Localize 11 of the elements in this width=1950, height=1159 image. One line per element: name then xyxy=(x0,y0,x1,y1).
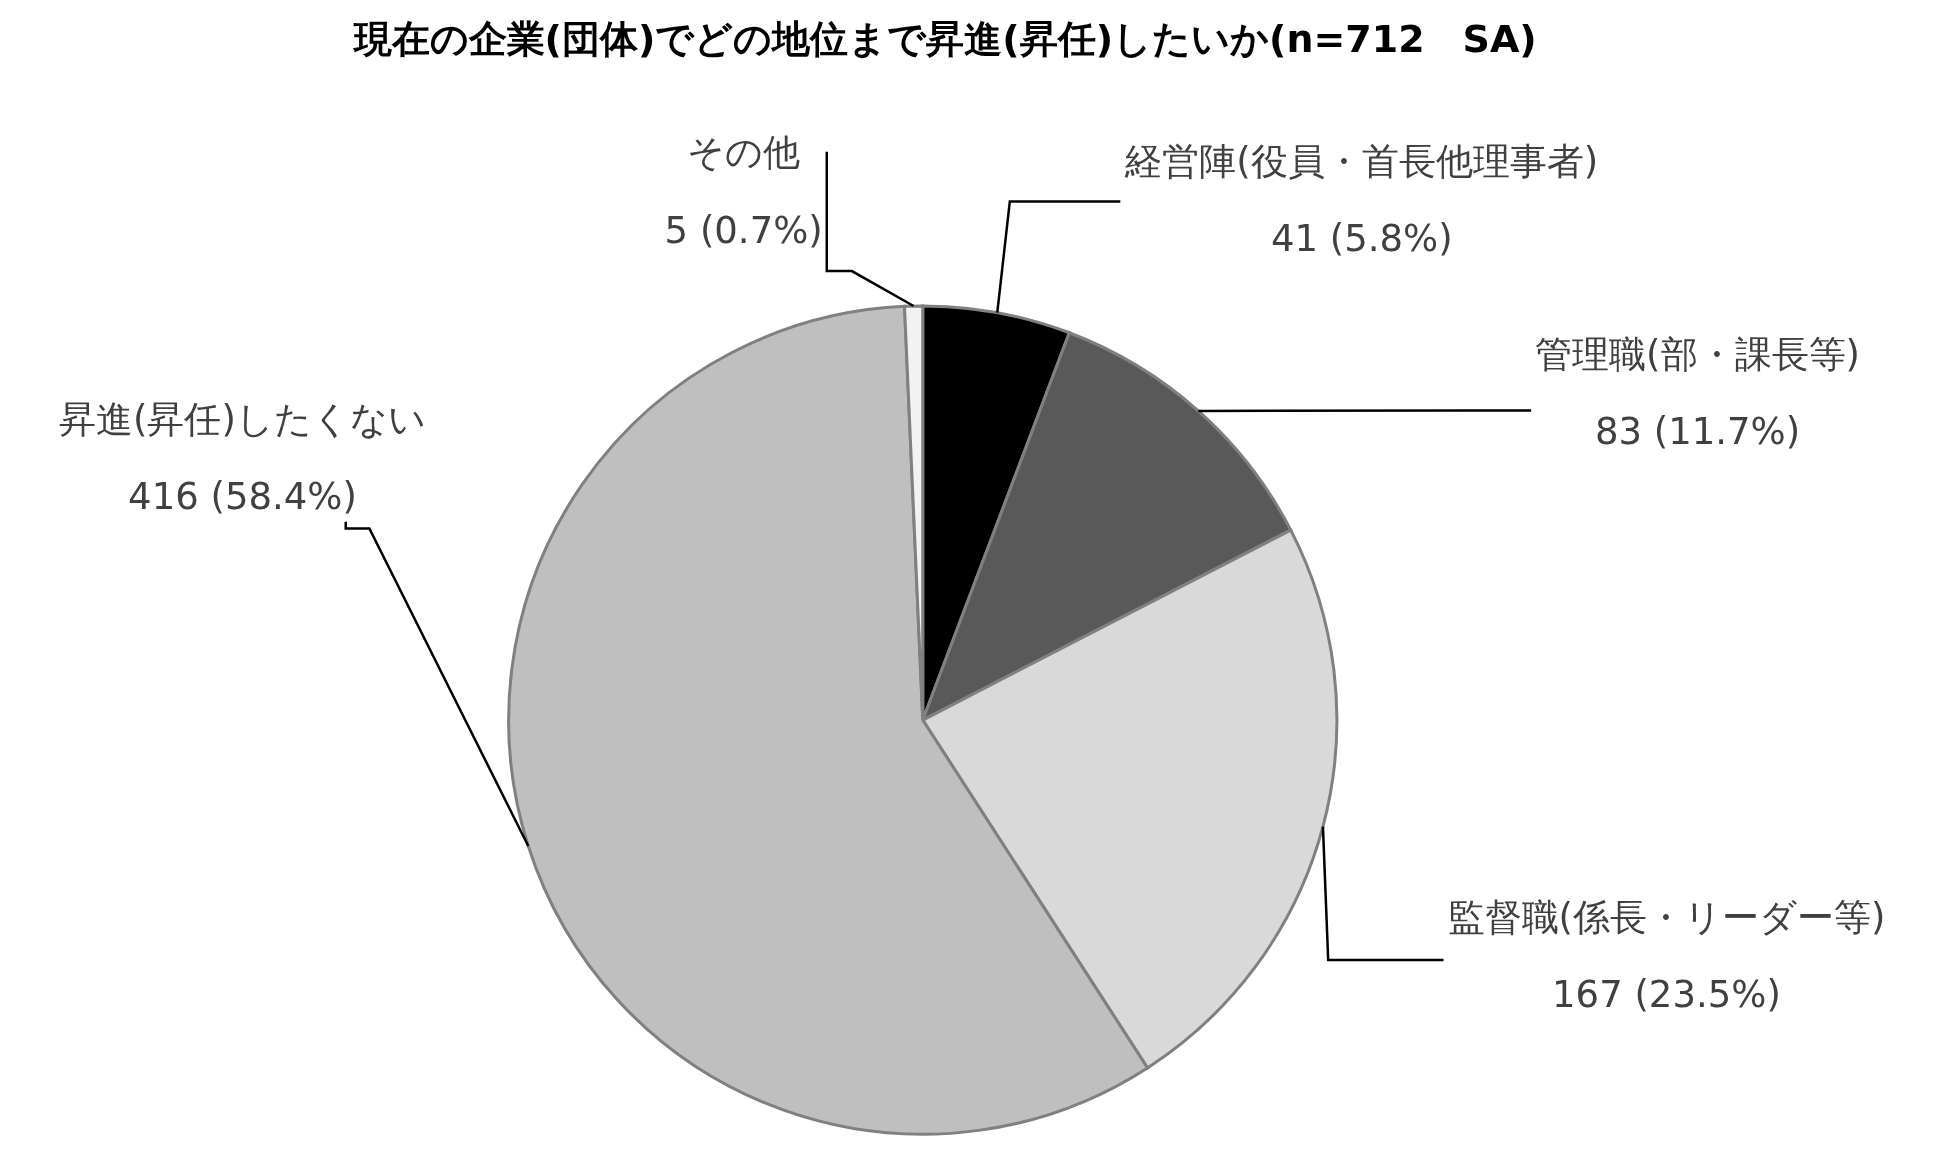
data-label: 5 (0.7%) xyxy=(664,208,823,252)
data-label: 41 (5.8%) xyxy=(1270,217,1453,261)
slice-label: 管理職(部・課長等) xyxy=(1535,332,1860,376)
data-label: 167 (23.5%) xyxy=(1552,973,1781,1017)
slice-label: 昇進(昇任)したくない xyxy=(59,397,426,441)
data-label: 83 (11.7%) xyxy=(1594,409,1801,453)
chart-title: 現在の企業(団体)でどの地位まで昇進(昇任)したいか(n=712 SA) xyxy=(351,17,1537,62)
data-label: 416 (58.4%) xyxy=(128,474,357,518)
slice-label: 経営陣(役員・首長他理事者) xyxy=(1124,140,1599,184)
slice-label: その他 xyxy=(687,131,801,175)
slice-label: 監督職(係長・リーダー等) xyxy=(1447,896,1886,940)
